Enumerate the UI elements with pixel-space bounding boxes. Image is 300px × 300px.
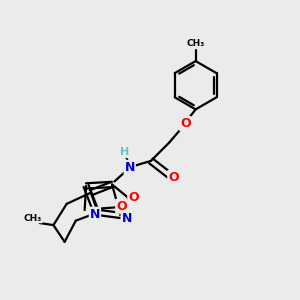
Text: H: H <box>120 147 129 157</box>
Text: CH₃: CH₃ <box>24 214 42 223</box>
Text: N: N <box>124 161 135 174</box>
Text: O: O <box>168 171 179 184</box>
Text: O: O <box>180 117 190 130</box>
Text: O: O <box>116 200 127 213</box>
Text: CH₃: CH₃ <box>187 40 205 49</box>
Text: N: N <box>122 212 132 225</box>
Text: O: O <box>128 191 139 204</box>
Text: N: N <box>90 208 100 221</box>
